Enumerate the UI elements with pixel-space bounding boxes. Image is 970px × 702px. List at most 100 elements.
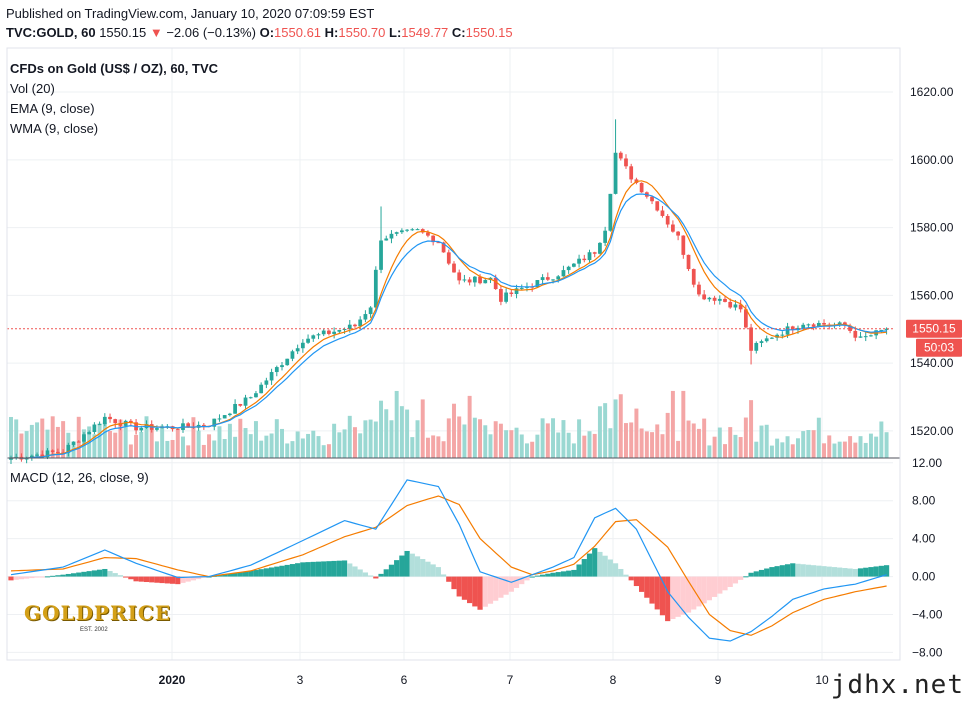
volume-bar [92, 434, 97, 458]
open-value: 1550.61 [274, 25, 322, 40]
macd-hist-bar [44, 576, 51, 578]
candle-body [655, 201, 660, 211]
candle-body [175, 429, 180, 431]
volume-bar [551, 418, 556, 458]
volume-bar [597, 406, 602, 458]
macd-hist-bar [123, 576, 129, 578]
candle-body [405, 229, 409, 231]
candle-body [592, 252, 597, 254]
volume-bar [493, 421, 498, 458]
macd-hist-bar [727, 576, 733, 587]
volume-bar [822, 443, 827, 458]
candle-body [858, 336, 863, 338]
macd-hist-bar [388, 564, 395, 577]
volume-bar [243, 428, 248, 458]
volume-bar [373, 421, 378, 458]
price-axis-label: 1560.00 [910, 288, 954, 302]
candle-body [816, 322, 821, 327]
volume-bar [196, 430, 201, 458]
candle-body [217, 418, 222, 420]
volume-bar [55, 426, 60, 458]
volume-bar [306, 433, 311, 458]
macd-hist-bar [539, 574, 546, 577]
legend-macd[interactable]: MACD (12, 26, close, 9) [10, 470, 149, 485]
volume-bar [222, 439, 227, 458]
volume-bar [811, 430, 816, 458]
candle-body [639, 182, 644, 193]
volume-bar [816, 417, 821, 458]
macd-hist-bar [227, 573, 233, 577]
macd-hist-bar [196, 576, 202, 580]
volume-bar [118, 419, 123, 458]
volume-bar [431, 435, 436, 458]
macd-hist-bar [347, 563, 353, 577]
signal-line [10, 495, 887, 636]
macd-hist-bar [805, 564, 812, 577]
candle-body [82, 434, 86, 442]
legend-wma[interactable]: WMA (9, close) [10, 121, 99, 136]
macd-hist-bar [18, 576, 25, 580]
price-axis-label: 1600.00 [910, 153, 954, 167]
macd-hist-bar [29, 576, 35, 579]
macd-hist-bar [529, 576, 535, 578]
volume-bar [608, 428, 613, 458]
candle-body [770, 337, 774, 339]
volume-bar [644, 431, 649, 458]
macd-hist-bar [769, 567, 775, 577]
volume-bar [233, 436, 238, 458]
macd-hist-bar [571, 569, 577, 577]
candle-body [556, 276, 561, 280]
volume-bar [660, 434, 665, 458]
candle-body [316, 334, 321, 336]
volume-bar [504, 430, 509, 458]
macd-hist-bar [837, 567, 843, 577]
candle-body [697, 284, 701, 295]
macd-histogram [8, 548, 890, 622]
macd-hist-bar [310, 561, 316, 577]
candle-body [66, 444, 71, 453]
volume-bar [165, 440, 170, 458]
macd-hist-bar [566, 570, 572, 577]
macd-hist-bar [560, 571, 567, 577]
published-caption: Published on TradingView.com, January 10… [6, 6, 375, 21]
volume-bar [655, 424, 660, 458]
candle-body [353, 324, 357, 327]
candle-body [400, 230, 404, 233]
candle-body [780, 334, 785, 336]
candle-body [155, 428, 159, 430]
volume-bar [45, 429, 50, 458]
macd-hist-bar [711, 576, 718, 597]
candle-body [665, 215, 670, 225]
chart-frame [6, 47, 901, 661]
candle-body [358, 319, 363, 327]
candle-body [613, 152, 618, 194]
macd-hist-bar [863, 567, 869, 577]
candle-body [514, 288, 519, 294]
volume-bar [300, 438, 305, 458]
candle-body [452, 263, 456, 273]
legend-volume[interactable]: Vol (20) [10, 81, 55, 96]
macd-hist-bar [753, 571, 759, 577]
candle-body [806, 324, 811, 326]
candle-body [785, 326, 790, 335]
low-label: L: [389, 25, 402, 40]
volume-bar [853, 442, 858, 458]
volume-bar [764, 424, 769, 458]
volume-bar [582, 435, 587, 458]
symbol-name[interactable]: TVC:GOLD, 60 [6, 25, 96, 40]
macd-hist-bar [159, 576, 165, 584]
macd-hist-bar [826, 566, 832, 577]
candle-body [811, 324, 816, 327]
macd-hist-bar [446, 576, 452, 582]
countdown-badge [916, 338, 962, 357]
candle-body [478, 276, 482, 284]
legend-ema[interactable]: EMA (9, close) [10, 101, 95, 116]
macd-hist-bar [13, 576, 19, 580]
volume-bar [676, 440, 681, 458]
price-axis-label: 1620.00 [910, 85, 954, 99]
macd-axis-label: 8.00 [912, 494, 936, 508]
macd-hist-bar [706, 576, 712, 601]
macd-hist-bar [295, 563, 301, 577]
candle-body [707, 297, 712, 300]
